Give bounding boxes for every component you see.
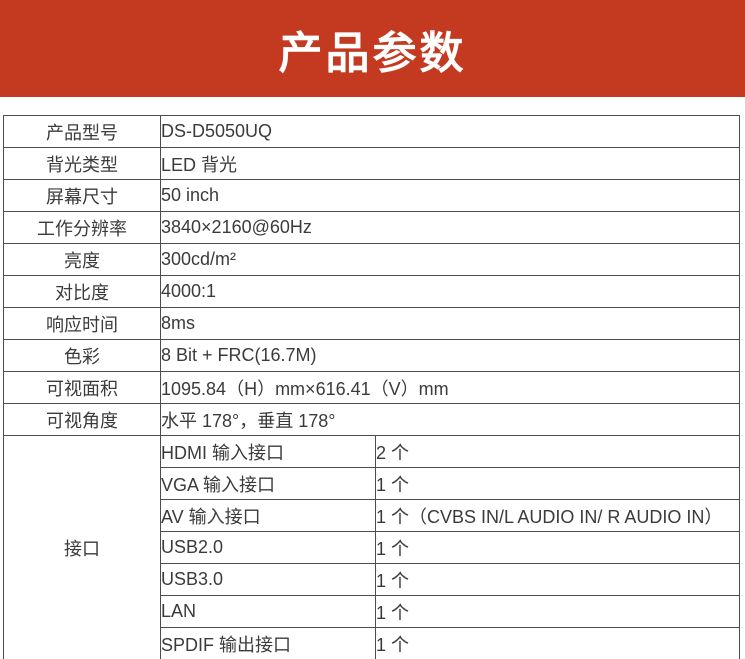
interface-qty: 1 个: [375, 627, 740, 659]
table-row: 产品型号 DS-D5050UQ: [3, 115, 740, 148]
spec-label: 可视角度: [3, 403, 161, 436]
spec-label: 响应时间: [3, 307, 161, 340]
interface-name: LAN: [160, 595, 376, 628]
table-row: USB2.0 1 个: [4, 531, 740, 564]
spec-label: 色彩: [3, 339, 161, 372]
spec-value: LED 背光: [160, 147, 740, 180]
table-row: 亮度 300cd/m²: [3, 243, 740, 276]
spec-label: 对比度: [3, 275, 161, 308]
interface-qty: 1 个（CVBS IN/L AUDIO IN/ R AUDIO IN）: [375, 499, 740, 532]
table-row: USB3.0 1 个: [4, 563, 740, 596]
interface-qty: 1 个: [375, 467, 740, 500]
interface-section-label: 接口: [3, 435, 161, 659]
interface-name: AV 输入接口: [160, 499, 376, 532]
table-row: 可视角度 水平 178°，垂直 178°: [3, 403, 740, 436]
spec-value: 50 inch: [160, 179, 740, 212]
spec-value: 1095.84（H）mm×616.41（V）mm: [160, 371, 740, 404]
spec-value: 水平 178°，垂直 178°: [160, 403, 740, 436]
spec-value: 3840×2160@60Hz: [160, 211, 740, 244]
interface-qty: 1 个: [375, 531, 740, 564]
interface-name: HDMI 输入接口: [160, 435, 376, 468]
table-row: 响应时间 8ms: [3, 307, 740, 340]
interface-qty: 2 个: [375, 435, 740, 468]
spec-label: 可视面积: [3, 371, 161, 404]
interface-qty: 1 个: [375, 595, 740, 628]
spec-value: 300cd/m²: [160, 243, 740, 276]
spec-table: 产品型号 DS-D5050UQ 背光类型 LED 背光 屏幕尺寸 50 inch…: [3, 115, 740, 659]
table-row: AV 输入接口 1 个（CVBS IN/L AUDIO IN/ R AUDIO …: [4, 499, 740, 532]
table-row: 色彩 8 Bit + FRC(16.7M): [3, 339, 740, 372]
table-row: 背光类型 LED 背光: [3, 147, 740, 180]
interface-name: USB3.0: [160, 563, 376, 596]
spec-label: 背光类型: [3, 147, 161, 180]
table-row: 工作分辨率 3840×2160@60Hz: [3, 211, 740, 244]
interface-name: VGA 输入接口: [160, 467, 376, 500]
table-row: 接口 HDMI 输入接口 2 个: [3, 435, 740, 659]
spec-label: 屏幕尺寸: [3, 179, 161, 212]
page-title: 产品参数: [278, 28, 467, 78]
title-banner: 产品参数: [0, 0, 745, 97]
table-row: VGA 输入接口 1 个: [4, 467, 740, 500]
table-row: 可视面积 1095.84（H）mm×616.41（V）mm: [3, 371, 740, 404]
spec-value: 8ms: [160, 307, 740, 340]
interface-name: USB2.0: [160, 531, 376, 564]
spec-label: 产品型号: [3, 115, 161, 148]
interface-name: SPDIF 输出接口: [160, 627, 376, 659]
table-row: LAN 1 个: [4, 595, 740, 628]
spec-value: 4000:1: [160, 275, 740, 308]
table-row: SPDIF 输出接口 1 个: [4, 627, 740, 659]
spec-label: 工作分辨率: [3, 211, 161, 244]
spec-value: DS-D5050UQ: [160, 115, 740, 148]
spec-label: 亮度: [3, 243, 161, 276]
table-row: 屏幕尺寸 50 inch: [3, 179, 740, 212]
table-row: 对比度 4000:1: [3, 275, 740, 308]
spec-value: 8 Bit + FRC(16.7M): [160, 339, 740, 372]
interface-qty: 1 个: [375, 563, 740, 596]
